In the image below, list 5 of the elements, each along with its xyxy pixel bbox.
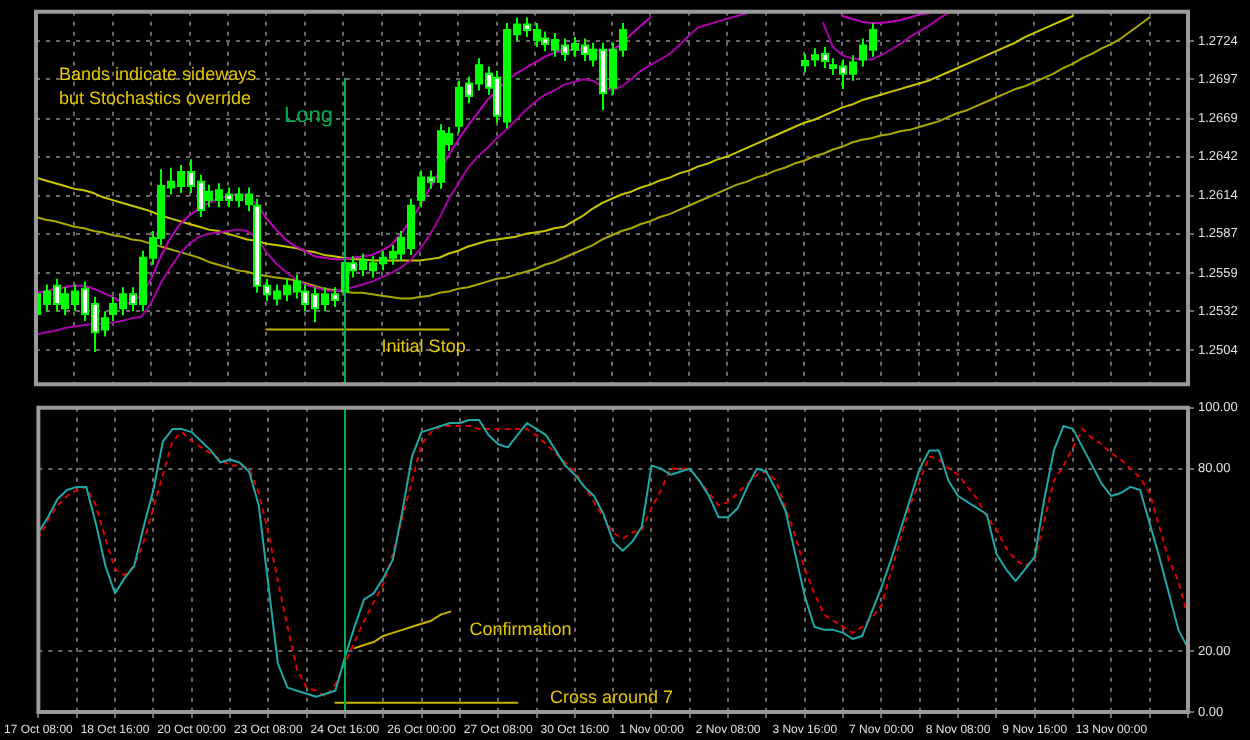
annotation: Confirmation: [469, 618, 572, 639]
annotation: Cross around 7: [549, 687, 674, 708]
annotation: Initial Stop: [381, 335, 466, 356]
annotation: Bands indicate sideways but Stochastics override: [59, 64, 258, 109]
ref-line-label: Long: [284, 103, 333, 128]
